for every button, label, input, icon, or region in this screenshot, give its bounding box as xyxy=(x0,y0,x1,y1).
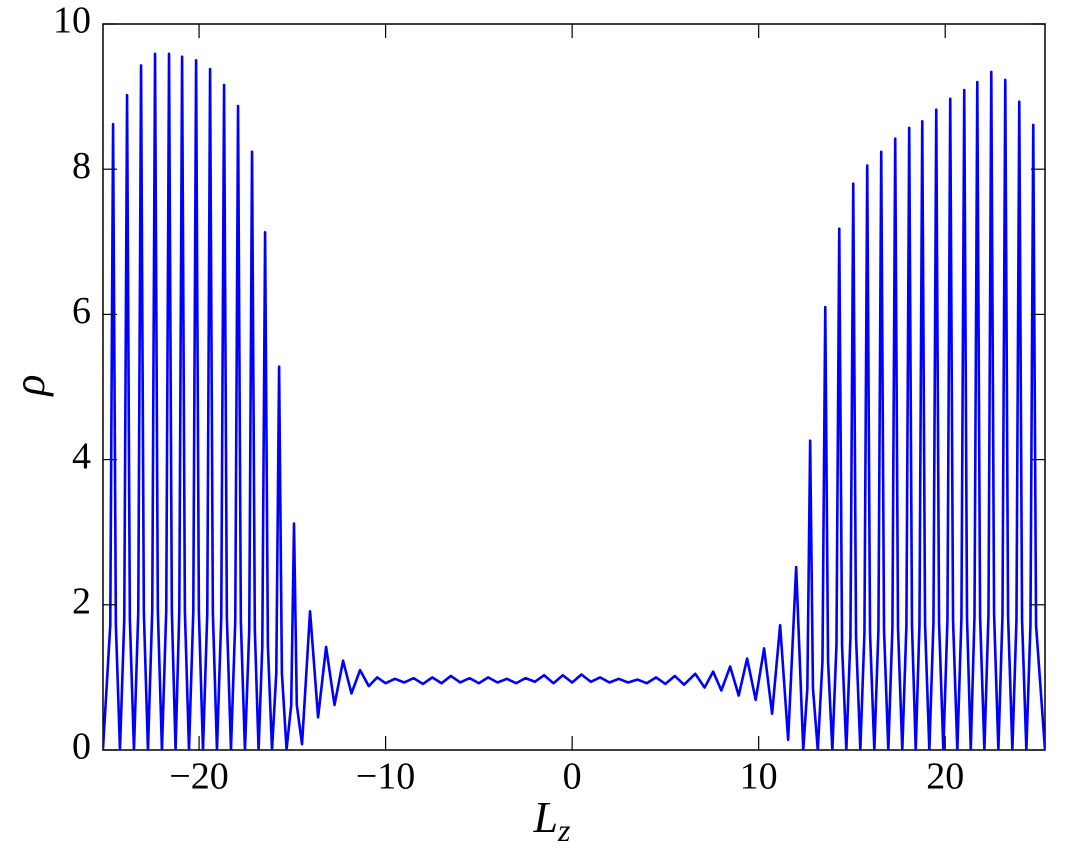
y-tick-label: 2 xyxy=(72,581,91,623)
x-tick-label: −10 xyxy=(356,756,415,798)
plot-area xyxy=(103,52,1045,750)
y-tick-label: 6 xyxy=(72,290,91,332)
plot-frame xyxy=(102,23,1046,751)
y-tick-label: 10 xyxy=(53,0,91,42)
x-axis-label-main: L xyxy=(533,793,558,842)
y-tick-label: 0 xyxy=(72,726,91,768)
y-tick-label: 4 xyxy=(72,435,91,477)
y-axis-label: ρ xyxy=(5,374,54,397)
x-tick-label: 0 xyxy=(563,756,582,798)
y-tick-label: 8 xyxy=(72,145,91,187)
x-tick-label: 20 xyxy=(926,756,964,798)
x-axis-label-subscript: z xyxy=(557,812,571,848)
x-axis-label: Lz xyxy=(533,793,571,848)
x-tick-label: 10 xyxy=(740,756,778,798)
data-line xyxy=(103,52,1045,750)
x-tick-label: −20 xyxy=(169,756,228,798)
